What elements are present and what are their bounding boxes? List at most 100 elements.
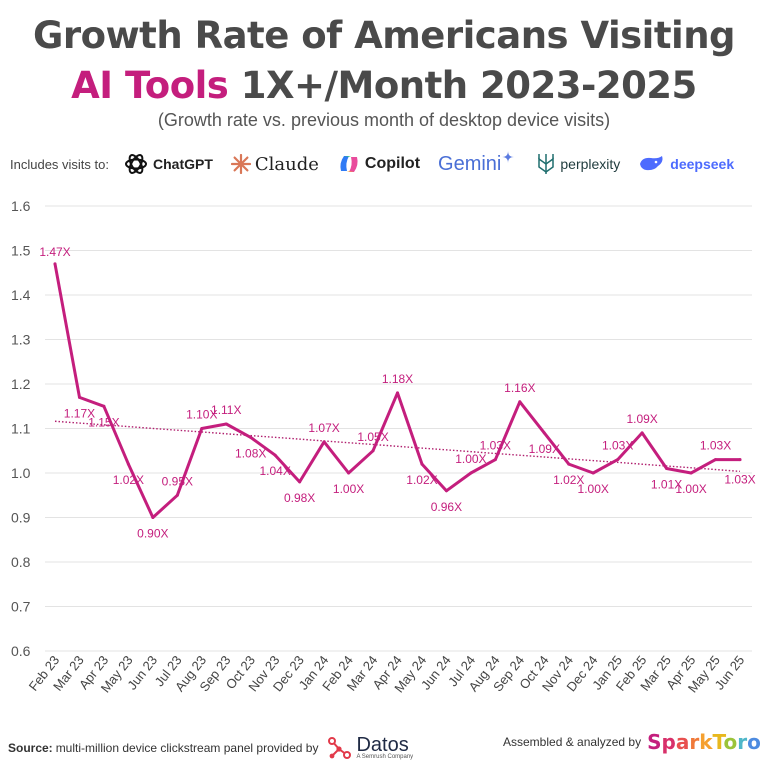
data-point	[493, 458, 497, 462]
sparktoro-letter: T	[712, 730, 724, 754]
data-label: 1.47X	[39, 245, 70, 259]
data-point	[738, 458, 742, 462]
y-tick-label: 1.3	[11, 332, 31, 348]
data-point	[396, 391, 399, 395]
deepseek-icon	[640, 156, 663, 171]
data-label: 1.00X	[578, 482, 609, 496]
claude-icon	[230, 154, 251, 174]
brand-deepseek: deepseek	[638, 154, 734, 174]
brand-gemini: Gemini	[438, 151, 518, 176]
sparktoro-letter: r	[737, 730, 748, 754]
data-point	[444, 489, 448, 493]
y-tick-label: 0.8	[11, 554, 31, 570]
data-label: 1.10X	[186, 408, 217, 422]
y-tick-label: 1.5	[11, 243, 31, 259]
chart-title-line1: Growth Rate of Americans Visiting	[32, 14, 736, 57]
datos-name: Datos	[356, 734, 409, 756]
data-label: 1.17X	[64, 406, 95, 420]
data-label: 1.02X	[406, 473, 437, 487]
data-label: 1.08X	[235, 446, 266, 460]
data-point	[102, 404, 106, 408]
data-label: 1.02X	[113, 473, 144, 487]
sparktoro-letter: k	[699, 730, 713, 754]
copilot-icon	[340, 156, 358, 172]
footer-source: Source: multi-million device clickstream…	[8, 735, 413, 761]
sparktoro-logo: SparkToro	[647, 730, 761, 754]
brand-copilot: Copilot	[337, 153, 420, 175]
gemini-icon	[502, 151, 515, 163]
sparktoro-letter: o	[723, 730, 738, 754]
y-tick-label: 1.0	[11, 465, 31, 481]
data-point	[469, 471, 473, 475]
data-label: 1.09X	[626, 412, 657, 426]
data-point	[151, 516, 155, 519]
sparktoro-letter: o	[747, 730, 761, 754]
y-tick-label: 1.1	[11, 421, 31, 437]
data-point	[298, 480, 302, 484]
data-point	[616, 458, 620, 462]
title-rest: 1X+/Month 2023-2025	[228, 64, 698, 107]
data-point	[420, 462, 424, 466]
data-point	[567, 462, 571, 466]
source-label: Source:	[8, 741, 53, 755]
chart-title-line2: AI Tools 1X+/Month 2023-2025	[0, 64, 768, 107]
y-tick-label: 1.4	[11, 287, 31, 303]
data-label: 1.15X	[88, 415, 119, 429]
source-text: multi-million device clickstream panel p…	[55, 741, 319, 755]
data-point	[77, 395, 81, 399]
sparktoro-letter: p	[661, 730, 676, 754]
chart-subtitle: (Growth rate vs. previous month of deskt…	[157, 110, 611, 130]
data-label: 1.03X	[480, 439, 511, 453]
data-label: 1.05X	[357, 430, 388, 444]
brand-name-deepseek: deepseek	[670, 156, 735, 172]
data-point	[665, 467, 669, 471]
y-tick-label: 1.2	[11, 376, 31, 392]
brand-name-claude: Claude	[254, 153, 319, 175]
data-label: 1.09X	[529, 442, 560, 456]
y-tick-label: 1.6	[11, 198, 31, 214]
data-label: 1.11X	[211, 403, 241, 417]
data-point	[542, 431, 546, 435]
data-label: 1.03X	[700, 439, 731, 453]
sparktoro-letter: a	[675, 730, 690, 754]
y-tick-label: 0.9	[11, 510, 31, 526]
data-label: 0.96X	[431, 500, 462, 514]
data-label: 1.00X	[333, 482, 364, 496]
data-point	[591, 471, 595, 475]
datos-subtitle: A Semrush Company	[356, 754, 414, 760]
brand-chatgpt: ChatGPT	[123, 151, 213, 177]
data-point	[714, 458, 718, 462]
data-label: 1.16X	[504, 381, 535, 395]
title-accent: AI Tools	[71, 64, 229, 107]
assembled-text: Assembled & analyzed by	[503, 735, 642, 749]
includes-label: Includes visits to:	[10, 156, 109, 172]
data-point	[224, 422, 228, 426]
brand-name-gemini: Gemini	[438, 152, 502, 175]
data-label: 0.95X	[162, 474, 193, 488]
series-line	[53, 262, 742, 519]
brand-row: Includes visits to: ChatGPT Claude	[10, 148, 752, 180]
data-point	[175, 493, 179, 497]
brand-name-chatgpt: ChatGPT	[153, 156, 213, 172]
data-label: 1.03X	[724, 473, 755, 487]
brand-name-copilot: Copilot	[364, 155, 421, 172]
y-tick-label: 0.7	[11, 599, 31, 615]
data-point	[200, 427, 204, 430]
data-label: 0.90X	[137, 527, 168, 541]
data-point	[53, 262, 57, 266]
data-label: 1.01X	[651, 478, 682, 492]
data-point	[249, 435, 253, 439]
y-tick-label: 0.6	[11, 643, 31, 659]
data-point	[371, 449, 375, 453]
data-point	[126, 462, 130, 466]
brand-perplexity: perplexity	[536, 153, 620, 175]
data-label: 0.98X	[284, 491, 315, 505]
brand-claude: Claude	[230, 153, 319, 175]
data-label: 1.00X	[675, 482, 706, 496]
data-label: 1.03X	[602, 439, 633, 453]
datos-icon	[328, 737, 352, 759]
sparktoro-letter: S	[647, 730, 662, 754]
data-point	[689, 471, 693, 475]
trendline	[54, 420, 741, 473]
